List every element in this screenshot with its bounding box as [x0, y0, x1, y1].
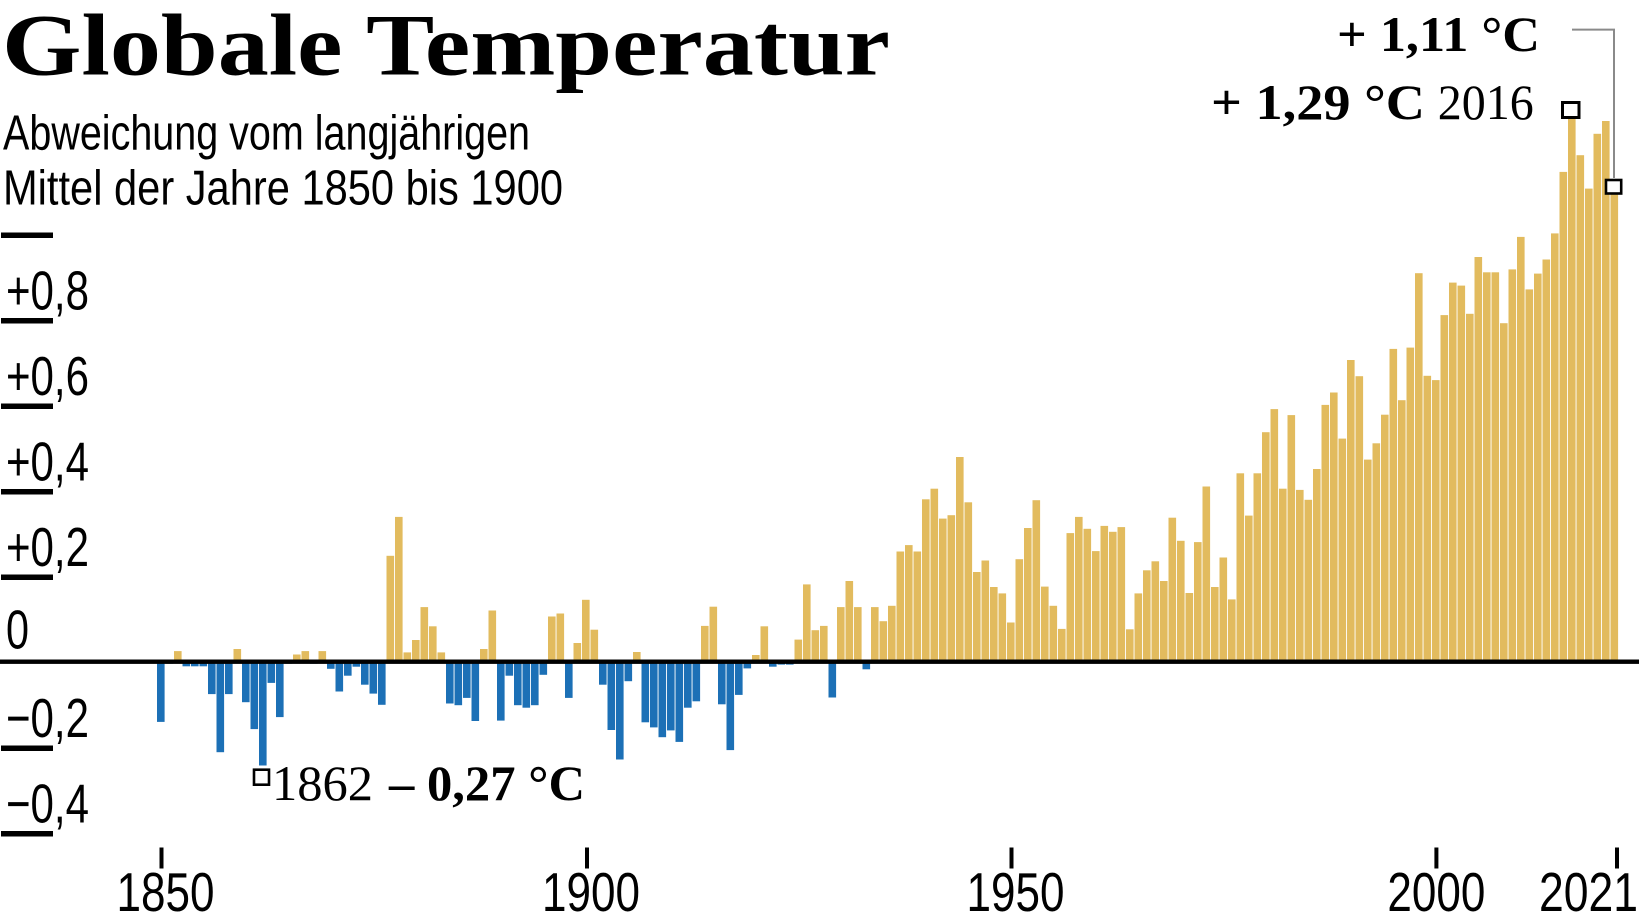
- svg-text:1862: 1862: [272, 755, 373, 811]
- svg-text:1850: 1850: [117, 861, 215, 923]
- svg-text:0: 0: [6, 598, 29, 660]
- svg-text:+ 1,11 °C: + 1,11 °C: [1337, 6, 1540, 62]
- svg-text:+0,4: +0,4: [6, 430, 89, 492]
- svg-text:−0,2: −0,2: [6, 687, 89, 749]
- svg-text:+0,6: +0,6: [6, 345, 89, 407]
- svg-text:+ 1,29 °C: + 1,29 °C: [1211, 74, 1425, 130]
- svg-text:– 0,27 °C: – 0,27 °C: [388, 755, 585, 811]
- svg-text:2000: 2000: [1387, 861, 1485, 923]
- svg-text:+0,8: +0,8: [6, 259, 89, 321]
- svg-text:1950: 1950: [967, 861, 1065, 923]
- svg-text:Abweichung vom langjährigen: Abweichung vom langjährigen: [3, 107, 530, 161]
- svg-text:Globale Temperatur: Globale Temperatur: [2, 0, 890, 95]
- svg-text:1900: 1900: [542, 861, 640, 923]
- svg-text:2016: 2016: [1438, 74, 1534, 130]
- svg-text:Mittel der Jahre 1850 bis 1900: Mittel der Jahre 1850 bis 1900: [3, 162, 563, 216]
- svg-text:−0,4: −0,4: [6, 772, 89, 834]
- svg-text:2021: 2021: [1539, 861, 1638, 923]
- svg-text:+0,2: +0,2: [6, 516, 89, 578]
